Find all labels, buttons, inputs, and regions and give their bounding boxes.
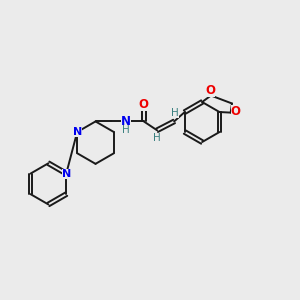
Text: N: N <box>61 169 71 178</box>
Text: N: N <box>73 127 82 137</box>
Text: H: H <box>153 133 160 143</box>
Text: O: O <box>231 105 241 118</box>
Text: N: N <box>121 115 131 128</box>
Text: H: H <box>122 125 130 135</box>
Text: O: O <box>206 84 215 97</box>
Text: H: H <box>171 109 179 118</box>
Text: O: O <box>139 98 149 111</box>
